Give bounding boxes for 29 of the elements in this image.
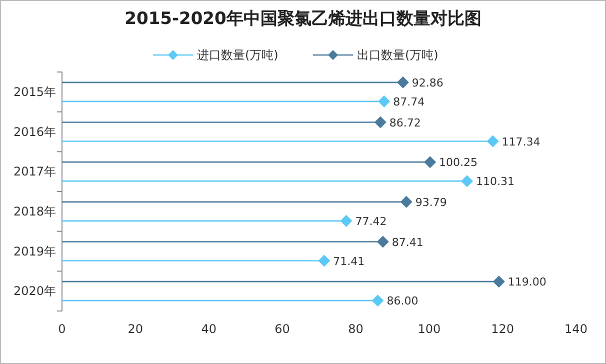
data-label: 100.25 xyxy=(439,156,478,170)
data-label: 119.00 xyxy=(508,276,546,289)
y-tick-label: 2019年 xyxy=(13,244,56,258)
x-tick-label: 60 xyxy=(274,322,290,336)
x-tick-label: 80 xyxy=(348,322,364,336)
y-tick-label: 2020年 xyxy=(13,284,56,298)
data-label: 110.31 xyxy=(476,175,514,188)
y-tick-label: 2017年 xyxy=(13,164,56,179)
x-tick-label: 40 xyxy=(201,322,216,336)
data-label: 86.72 xyxy=(389,116,421,130)
data-label: 87.41 xyxy=(392,236,424,249)
y-tick-label: 2018年 xyxy=(13,204,56,218)
x-tick-label: 0 xyxy=(58,322,66,336)
legend-label: 进口数量(万吨) xyxy=(197,48,278,62)
x-tick-label: 100 xyxy=(418,322,441,336)
y-tick-label: 2016年 xyxy=(13,124,56,139)
legend-label: 出口数量(万吨) xyxy=(357,48,438,62)
data-label: 92.86 xyxy=(412,76,444,90)
data-label: 93.79 xyxy=(415,196,447,209)
chart-title: 2015-2020年中国聚氯乙烯进出口数量对比图 xyxy=(124,9,482,29)
y-tick-label: 2015年 xyxy=(13,84,56,99)
data-label: 71.41 xyxy=(333,254,365,268)
x-tick-label: 120 xyxy=(491,322,514,336)
x-tick-label: 20 xyxy=(128,322,144,336)
x-tick-label: 140 xyxy=(564,322,588,336)
data-label: 87.74 xyxy=(393,95,425,108)
data-label: 117.34 xyxy=(502,135,540,148)
data-label: 77.42 xyxy=(355,214,387,228)
data-label: 86.00 xyxy=(386,294,418,308)
